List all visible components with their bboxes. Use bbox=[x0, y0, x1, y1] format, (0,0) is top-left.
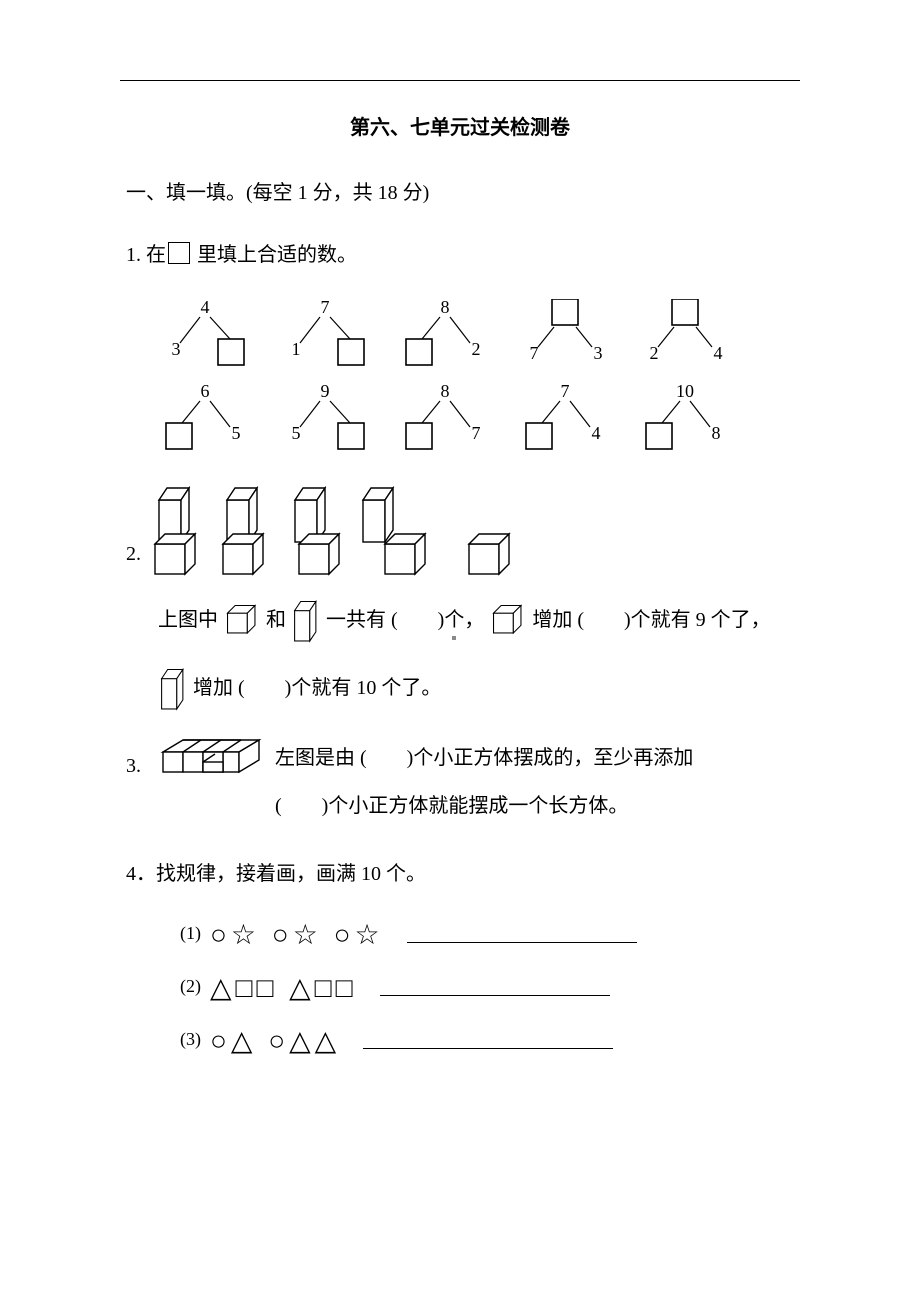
q4-shapes-3: ○△ ○△△ bbox=[210, 1024, 340, 1057]
q2-shapes-icon bbox=[149, 486, 569, 576]
q4-num-2: (2) bbox=[180, 976, 201, 996]
q1-text-b: 里填上合适的数。 bbox=[192, 244, 357, 266]
q2-l1-c: 一共有 ( )个， bbox=[326, 609, 484, 631]
q4-row-1: (1) ○☆ ○☆ ○☆ bbox=[180, 918, 800, 951]
q2-l1-a: 上图中 bbox=[158, 609, 218, 631]
q1-diagrams: 4 3 7 1 8 2 bbox=[150, 299, 800, 464]
svg-text:4: 4 bbox=[201, 299, 210, 317]
svg-text:1: 1 bbox=[292, 339, 301, 359]
svg-text:8: 8 bbox=[441, 299, 450, 317]
svg-text:7: 7 bbox=[530, 343, 539, 363]
q4-num-3: (3) bbox=[180, 1029, 201, 1049]
q3-text2: ( )个小正方体就能摆成一个长方体。 bbox=[275, 795, 628, 817]
q4-shapes-1: ○☆ ○☆ ○☆ bbox=[210, 918, 384, 951]
svg-text:2: 2 bbox=[472, 339, 481, 359]
answer-line bbox=[363, 1048, 613, 1049]
q2-line1: 上图中 和 一共有 ( )个， 增加 ( )个就有 9 个了， bbox=[120, 598, 800, 644]
q4-heading: 4．找规律，接着画，画满 10 个。 bbox=[120, 852, 800, 896]
q2-l1-b: 和 bbox=[266, 609, 286, 631]
svg-text:7: 7 bbox=[472, 423, 481, 443]
svg-text:3: 3 bbox=[172, 339, 181, 359]
q2-l1-d: 增加 ( )个就有 9 个了， bbox=[532, 609, 770, 631]
answer-box-icon bbox=[168, 242, 190, 264]
cube-icon bbox=[491, 604, 525, 636]
cuboid-icon bbox=[160, 668, 186, 712]
svg-text:6: 6 bbox=[201, 381, 210, 401]
cube-stack-icon bbox=[153, 734, 263, 788]
q1: 1. 在 里填上合适的数。 bbox=[120, 233, 800, 277]
q3-label: 3. bbox=[126, 734, 141, 788]
svg-text:2: 2 bbox=[650, 343, 659, 363]
q4-row-3: (3) ○△ ○△△ bbox=[180, 1024, 800, 1057]
svg-text:10: 10 bbox=[676, 381, 694, 401]
page-title: 第六、七单元过关检测卷 bbox=[120, 111, 800, 140]
answer-line bbox=[407, 942, 637, 943]
q2: 2. bbox=[120, 486, 800, 576]
q4-shapes-2: △□□ △□□ bbox=[210, 971, 357, 1004]
q2-label: 2. bbox=[126, 532, 141, 576]
q3: 3. 左图是由 ( )个小正方体摆成的，至少再添加 ( )个小正方体就能摆成一个… bbox=[120, 734, 800, 830]
svg-text:4: 4 bbox=[714, 343, 723, 363]
section-heading: 一、填一填。(每空 1 分，共 18 分) bbox=[120, 176, 800, 205]
q4-num-1: (1) bbox=[180, 923, 201, 943]
svg-text:7: 7 bbox=[321, 299, 330, 317]
q2-l2: 增加 ( )个就有 10 个了。 bbox=[193, 677, 441, 699]
cuboid-icon bbox=[293, 600, 319, 644]
svg-text:5: 5 bbox=[232, 423, 241, 443]
center-dot-icon bbox=[452, 636, 456, 640]
svg-text:9: 9 bbox=[321, 381, 330, 401]
svg-text:3: 3 bbox=[594, 343, 603, 363]
svg-text:5: 5 bbox=[292, 423, 301, 443]
svg-text:7: 7 bbox=[561, 381, 570, 401]
q2-line2: 增加 ( )个就有 10 个了。 bbox=[120, 666, 800, 712]
svg-text:8: 8 bbox=[712, 423, 721, 443]
q1-text-a: 1. 在 bbox=[126, 244, 166, 266]
top-rule bbox=[120, 80, 800, 81]
answer-line bbox=[380, 995, 610, 996]
svg-text:4: 4 bbox=[592, 423, 601, 443]
q4-row-2: (2) △□□ △□□ bbox=[180, 971, 800, 1004]
cube-icon bbox=[225, 604, 259, 636]
q3-text1: 左图是由 ( )个小正方体摆成的，至少再添加 bbox=[275, 747, 693, 769]
svg-text:8: 8 bbox=[441, 381, 450, 401]
